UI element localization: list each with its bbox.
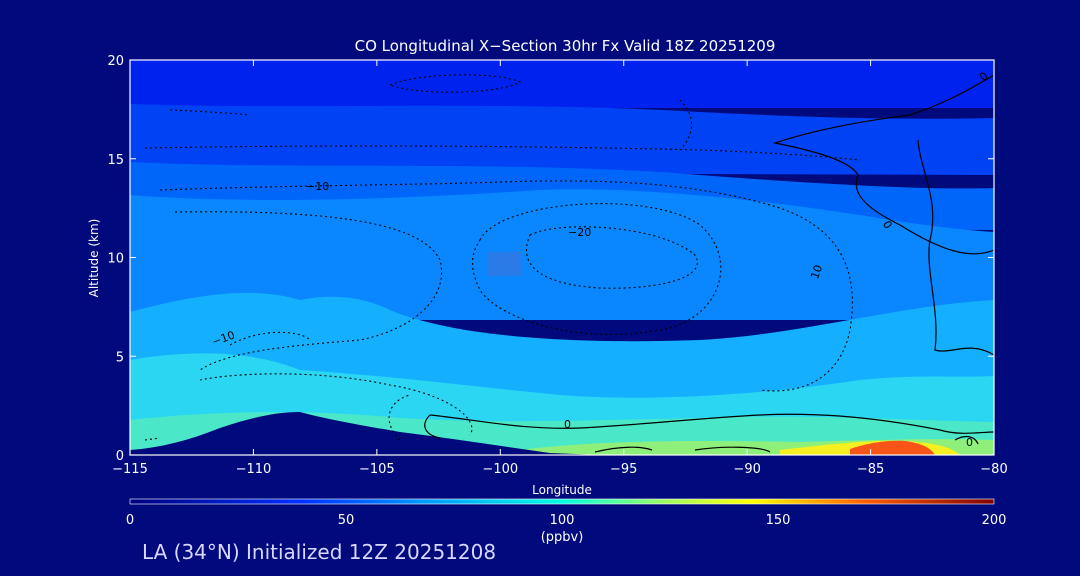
zero-contours (424, 74, 994, 453)
negative-contours (144, 74, 861, 441)
co-band-surface-red (850, 440, 935, 455)
contour-label-zero-surface: 0 (564, 418, 571, 431)
terrain-mask (130, 412, 600, 455)
x-tick-label: −115 (112, 462, 148, 477)
co-band-upper (130, 104, 994, 175)
x-tick-label: −110 (236, 462, 272, 477)
contour-label-10: 10 (808, 263, 825, 281)
x-tick-label: −95 (610, 462, 637, 477)
colorbar (129, 498, 995, 505)
colorbar-tick-label: 0 (126, 513, 134, 528)
colorbar-ticks: 0 50 100 150 200 (126, 513, 1007, 528)
y-axis-label: Altitude (km) (87, 219, 101, 298)
colorbar-unit-label: (ppbv) (541, 530, 584, 545)
initialization-note: LA (34°N) Initialized 12Z 20251208 (142, 540, 497, 564)
x-tick-label: −100 (482, 462, 518, 477)
co-band-mid (130, 189, 994, 320)
co-band-top (130, 60, 994, 108)
contour-label-zero-east: 0 (966, 436, 973, 449)
y-tick-label: 0 (116, 449, 124, 464)
y-axis: 0 5 10 15 20 (107, 54, 994, 464)
x-tick-label: −90 (733, 462, 760, 477)
x-tick-label: −80 (980, 462, 1007, 477)
co-low-patch (488, 252, 522, 276)
y-tick-label: 15 (107, 153, 124, 168)
colorbar-tick-label: 150 (766, 513, 791, 528)
y-tick-label: 10 (107, 252, 124, 267)
chart-title: CO Longitudinal X−Section 30hr Fx Valid … (355, 37, 776, 55)
x-axis: −115 −110 −105 −100 −95 −90 −85 −80 (112, 60, 1008, 477)
colorbar-tick-label: 100 (550, 513, 575, 528)
x-tick-label: −105 (359, 462, 395, 477)
colorbar-tick-label: 200 (982, 513, 1007, 528)
plot-area: −10 −20 10 0 −10 0 0 0 (130, 60, 994, 455)
x-axis-label: Longitude (532, 483, 592, 497)
x-tick-label: −85 (857, 462, 884, 477)
colorbar-tick-label: 50 (338, 513, 355, 528)
co-band-lower (130, 292, 994, 400)
contour-label-neg20: −20 (568, 226, 591, 239)
y-tick-label: 5 (116, 350, 124, 365)
y-tick-label: 20 (107, 54, 124, 69)
contour-label-neg10-upper: −10 (306, 180, 329, 193)
